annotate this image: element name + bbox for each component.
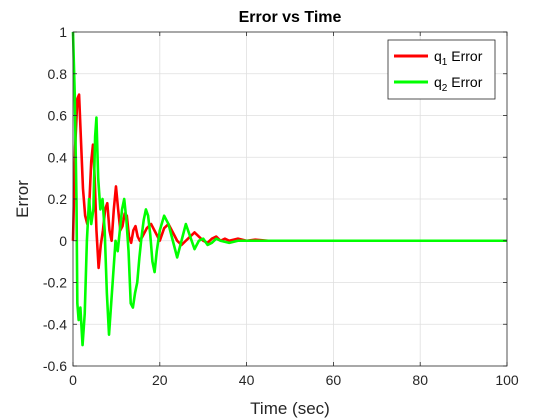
x-tick-label: 0 (69, 372, 77, 388)
series-line-q2 (71, 31, 507, 347)
y-tick-label: -0.2 (43, 275, 67, 291)
legend: q1 Error q2 Error (387, 39, 496, 100)
y-tick-label: 0.4 (48, 149, 68, 165)
legend-q2-rest: Error (447, 74, 482, 90)
legend-entry-q2: q2 Error (434, 74, 483, 94)
legend-q2-base: q (434, 74, 442, 90)
legend-entry-q1: q1 Error (434, 48, 483, 68)
x-tick-label: 80 (412, 372, 428, 388)
series-group (71, 31, 507, 347)
legend-q1-subscript: 1 (442, 57, 448, 68)
y-tick-label: 0.6 (48, 108, 68, 124)
x-tick-label: 20 (152, 372, 168, 388)
tick-labels: 0 20 40 60 80 100 -0.6 -0.4 -0.2 0 0.2 0.4 0.6 0.8 1 (43, 24, 519, 388)
tick-marks (72, 31, 508, 367)
y-tick-label: -0.4 (43, 316, 67, 332)
legend-q2-subscript: 2 (442, 83, 448, 94)
x-tick-label: 40 (239, 372, 255, 388)
y-tick-label: 1 (59, 24, 67, 40)
legend-q1-base: q (434, 48, 442, 64)
series-line-q1 (71, 93, 507, 270)
x-tick-label: 60 (326, 372, 342, 388)
y-tick-label: -0.6 (43, 358, 67, 374)
y-tick-label: 0 (59, 233, 67, 249)
y-tick-label: 0.8 (48, 66, 68, 82)
y-axis-label: Error (13, 180, 32, 218)
chart-title: Error vs Time (239, 9, 342, 26)
x-axis-label: Time (sec) (250, 399, 330, 418)
y-tick-label: 0.2 (48, 191, 68, 207)
legend-box (387, 39, 496, 100)
legend-q1-rest: Error (447, 48, 482, 64)
x-tick-label: 100 (495, 372, 519, 388)
